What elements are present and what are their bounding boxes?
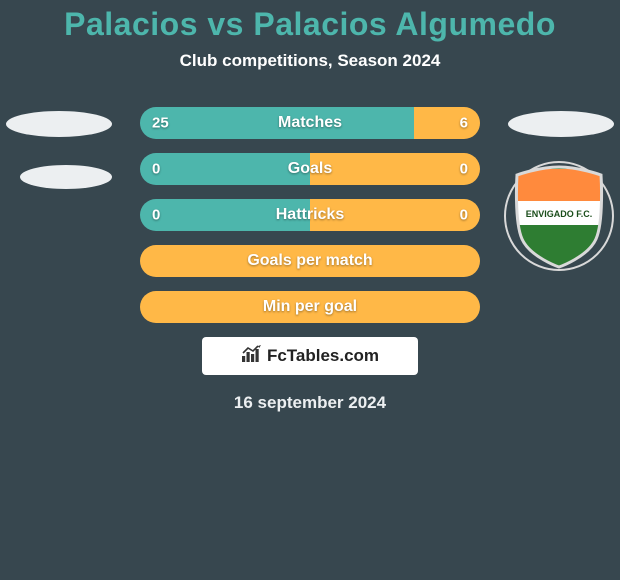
comparison-content: ENVIGADO F.C. 25 6 Matches 0 0 Goals 0 0… (0, 107, 620, 413)
stat-bar-row: 25 6 Matches (140, 107, 480, 139)
bar-label: Goals (140, 160, 480, 178)
page-title: Palacios vs Palacios Algumedo (0, 0, 620, 43)
bar-label: Goals per match (140, 252, 480, 270)
stat-bar-row: 0 0 Goals (140, 153, 480, 185)
bar-label: Min per goal (140, 298, 480, 316)
svg-text:ENVIGADO F.C.: ENVIGADO F.C. (526, 209, 593, 219)
stat-bar-row: Min per goal (140, 291, 480, 323)
bar-label: Hattricks (140, 206, 480, 224)
placeholder-ellipse (6, 111, 112, 137)
placeholder-ellipse (20, 165, 112, 189)
date-label: 16 september 2024 (0, 393, 620, 413)
watermark-fctables: FcTables.com (202, 337, 418, 375)
stat-bars: 25 6 Matches 0 0 Goals 0 0 Hattricks Goa… (140, 107, 480, 323)
chart-icon (241, 345, 263, 368)
page-subtitle: Club competitions, Season 2024 (0, 51, 620, 71)
placeholder-ellipse (508, 111, 614, 137)
player-left-logo (4, 107, 114, 217)
club-badge-envigado: ENVIGADO F.C. (504, 161, 614, 271)
watermark-text: FcTables.com (267, 346, 379, 366)
stat-bar-row: 0 0 Hattricks (140, 199, 480, 231)
stat-bar-row: Goals per match (140, 245, 480, 277)
bar-label: Matches (140, 114, 480, 132)
